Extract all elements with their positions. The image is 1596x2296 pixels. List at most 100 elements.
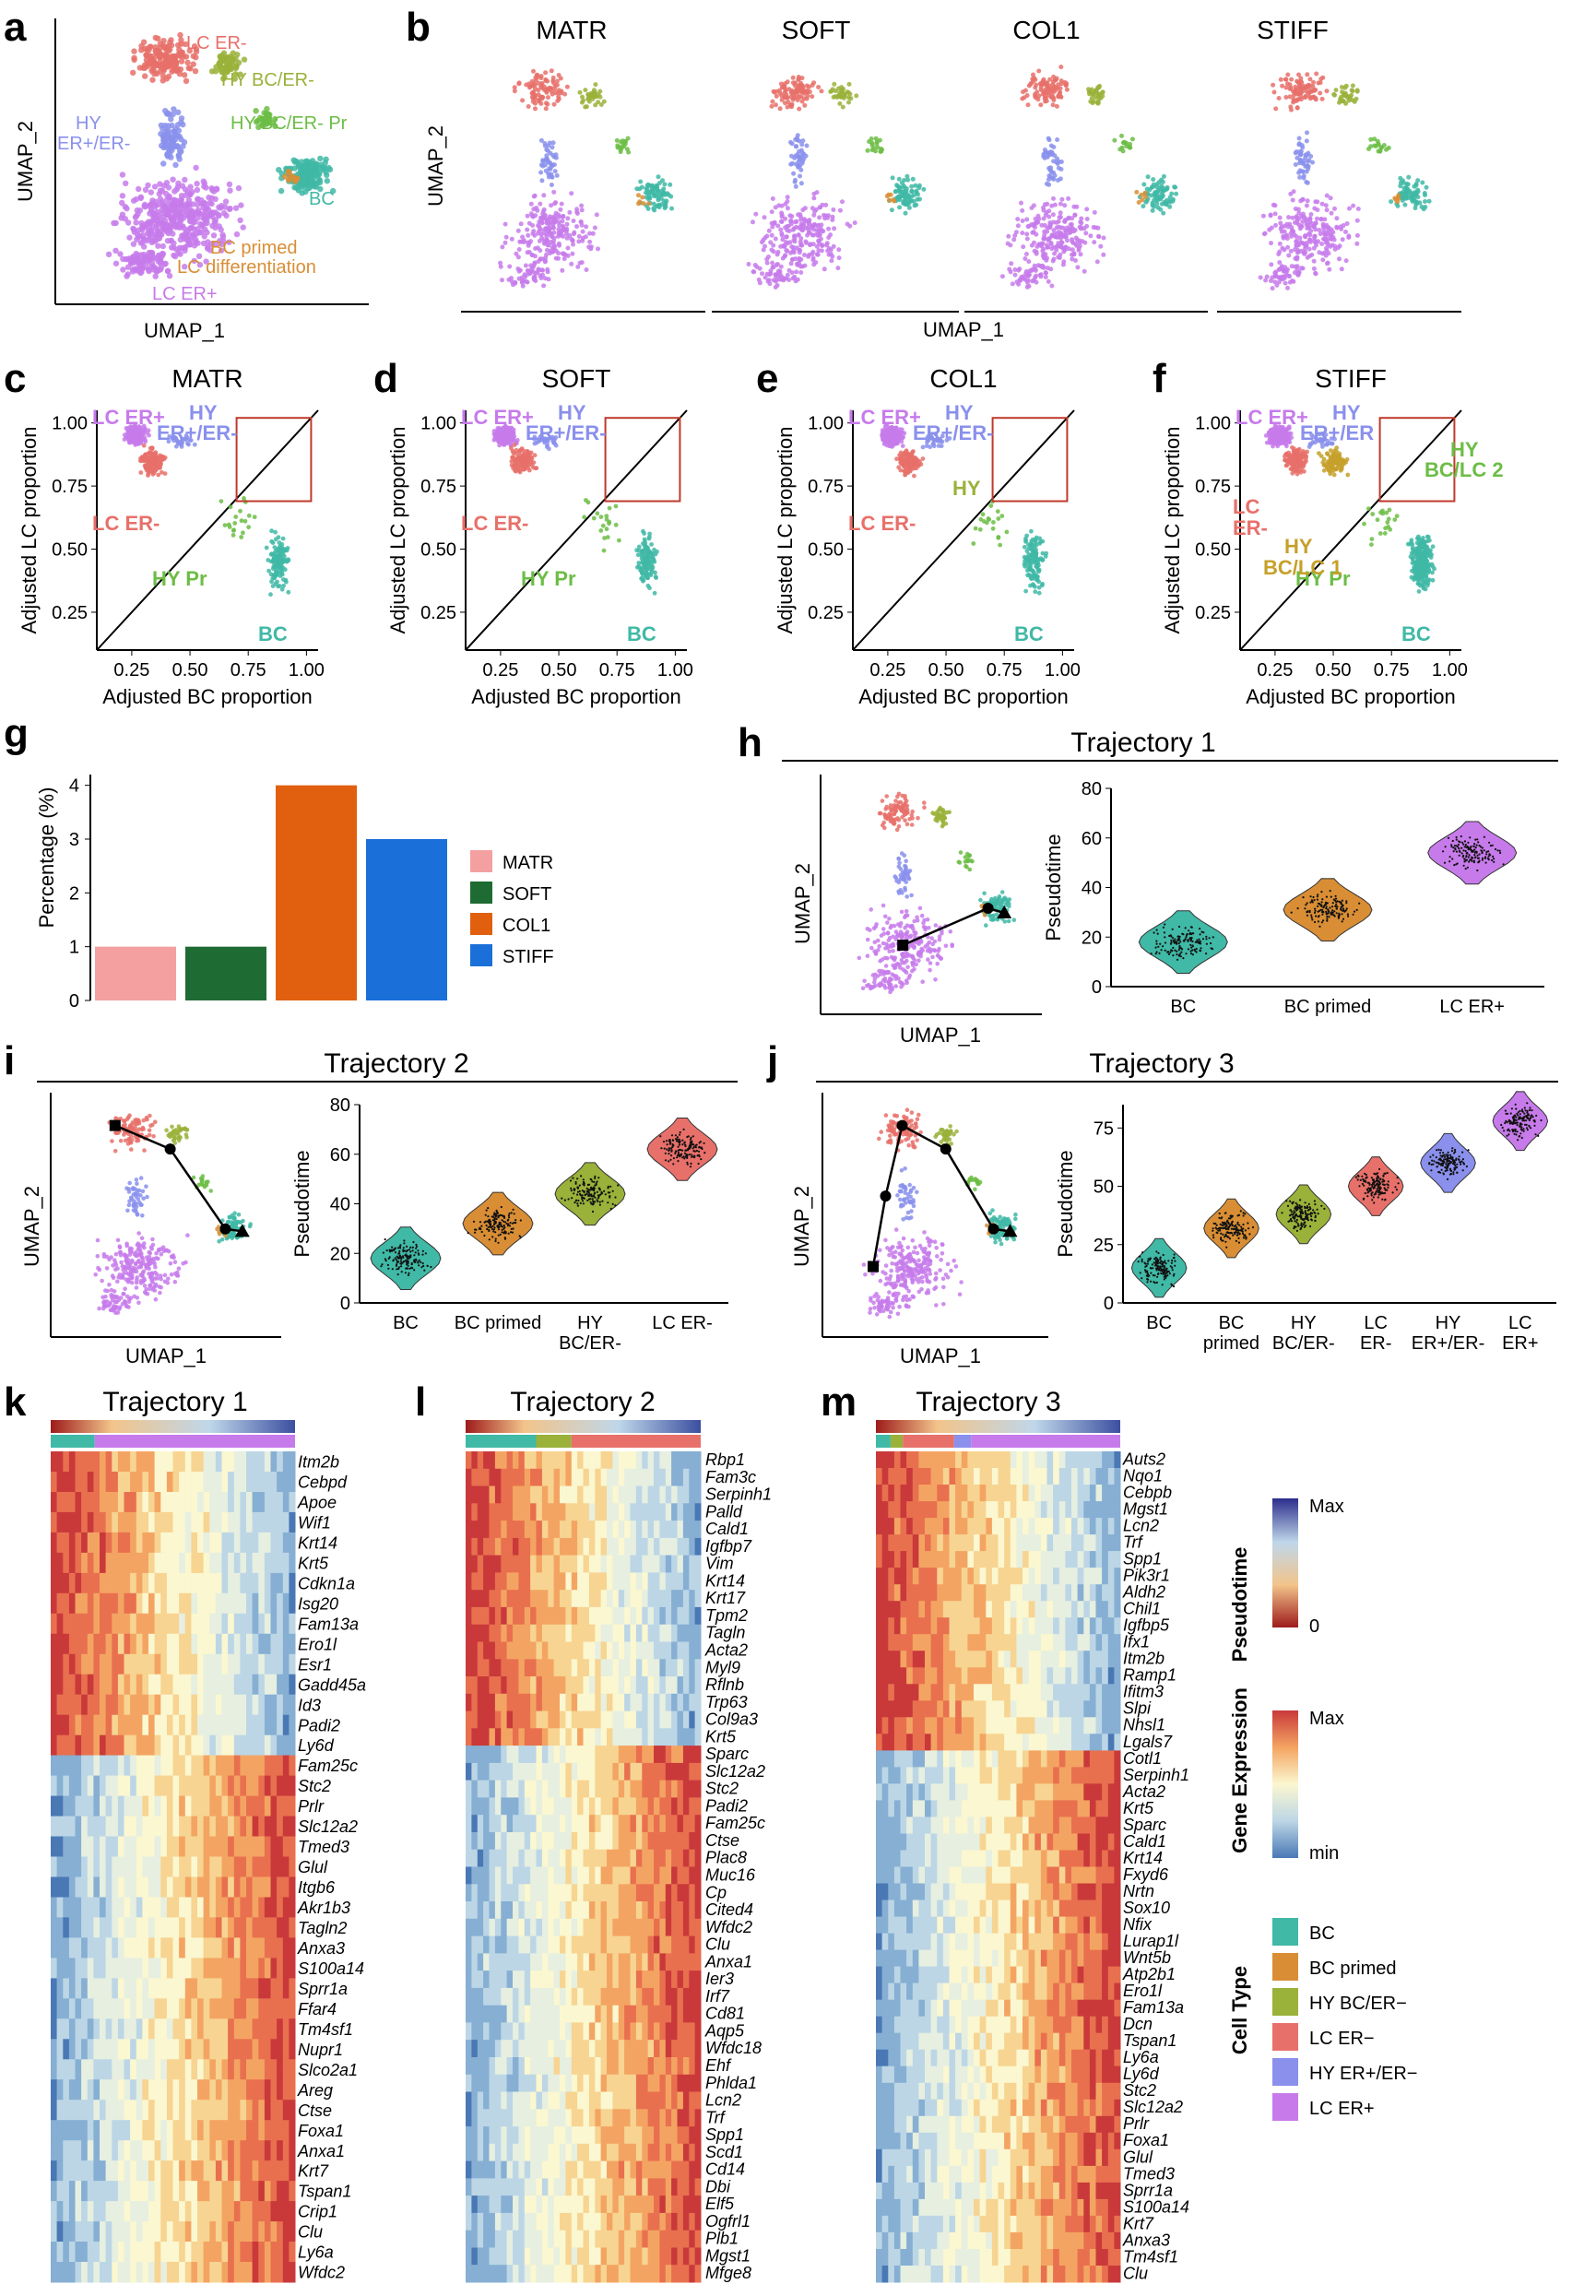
umap-point [224,68,231,76]
umap-point [1076,247,1082,253]
umap-point [778,264,784,269]
umap-point [515,254,521,260]
umap-point [190,53,196,60]
umap-point [1296,142,1302,148]
umap-point [556,94,562,100]
scatter-point [977,527,983,532]
umap-point [574,207,580,212]
x-tick: 0.75 [231,660,266,681]
umap-point [774,93,779,99]
umap-point [1015,223,1021,229]
umap-point [184,59,191,66]
x-tick: 0.75 [599,660,635,681]
umap-point [1312,233,1318,239]
umap-point [556,73,562,77]
umap-point [204,245,211,252]
scatter-xlabel: Adjusted BC proportion [471,685,680,708]
umap-point [538,162,544,168]
umap-point [162,260,169,267]
umap-b-title-matr: MATR [536,16,607,44]
umap-point [1373,144,1378,148]
umap-point [171,142,177,148]
umap-point [820,202,825,207]
umap-point [526,104,531,109]
umap-point [556,251,562,256]
umap-point [1100,89,1105,95]
scatter-point [654,575,658,580]
umap-point [751,269,757,275]
umap-point [1288,104,1294,110]
umap-point [807,219,811,225]
umap-point [1286,215,1292,220]
umap-point [1308,212,1314,217]
umap-point [553,255,559,261]
umap-point [1405,186,1411,192]
umap-point [1070,239,1075,244]
umap-point [323,156,329,162]
umap-point [1285,285,1290,290]
umap-point [589,93,594,99]
umap-point [1026,83,1032,89]
umap-point [1332,206,1337,211]
umap-point [902,194,907,199]
umap-point [1285,72,1291,77]
umap-point [525,213,530,219]
umap-point [579,203,585,208]
umap-point [154,48,161,54]
umap-point [548,150,553,156]
umap-point [836,93,842,98]
umap-point [901,183,906,188]
umap-point [1046,150,1051,156]
umap-point [281,173,289,180]
umap-point [189,207,195,214]
umap-point [873,136,879,141]
umap-point [175,127,183,134]
umap-point [668,182,673,187]
umap-point [1046,90,1051,95]
scatter-point [647,535,652,539]
umap-point [1264,274,1270,279]
umap-point [219,203,225,209]
umap-point [841,95,846,101]
umap-point [112,260,120,266]
scatter-point [898,454,904,459]
umap-point [193,164,199,172]
label-lcpos: LC ER+ [461,406,534,429]
umap-point [798,256,804,262]
umap-point [172,203,179,210]
umap-point [240,224,246,231]
umap-point [119,211,126,218]
umap-point [123,180,129,186]
x-tick: 0.50 [541,660,577,681]
umap-point [544,252,549,257]
umap-point [793,177,798,183]
umap-point [769,209,774,215]
umap-point [233,231,241,238]
umap-point [1155,205,1161,210]
umap-point [1020,207,1025,213]
scatter-point [276,535,281,540]
umap-point [1088,99,1094,104]
umap-point [531,264,537,269]
umap-point [533,96,538,101]
umap-point [136,65,143,71]
scatter-point [150,471,156,477]
scatter-point [973,526,978,531]
umap-point [1056,219,1061,224]
umap-point [201,200,208,207]
umap-point [200,178,207,184]
scatter-point [276,584,280,589]
umap-point [515,228,521,233]
umap-point [1329,210,1334,216]
umap-point [124,273,130,279]
umap-point [811,80,817,86]
umap-point [1026,259,1032,265]
scatter-point [521,463,526,468]
umap-point [191,257,197,265]
umap-point [538,248,543,254]
umap-point [786,223,791,229]
umap-point [778,243,784,249]
umap-point [1303,233,1307,239]
umap-point [1317,250,1322,255]
umap-point [153,266,160,274]
